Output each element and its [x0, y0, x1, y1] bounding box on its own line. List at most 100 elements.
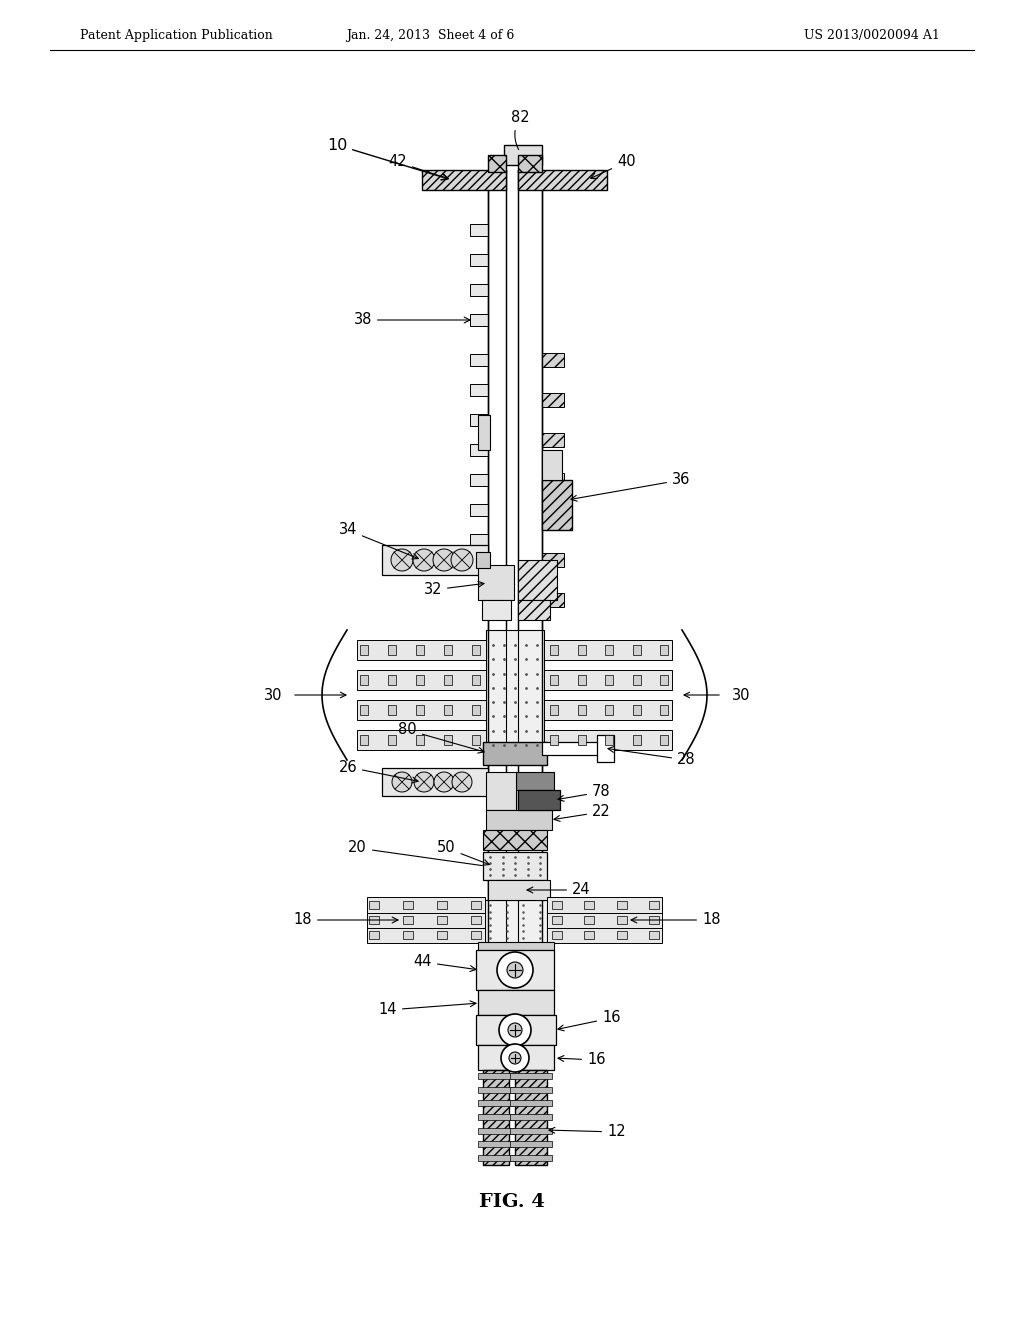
Bar: [544, 730, 672, 750]
Bar: [367, 898, 485, 913]
Bar: [357, 730, 486, 750]
Bar: [444, 735, 452, 744]
Bar: [605, 675, 613, 685]
Bar: [542, 393, 564, 407]
Bar: [444, 675, 452, 685]
Circle shape: [497, 952, 534, 987]
Bar: [552, 902, 562, 909]
Bar: [470, 384, 488, 396]
Bar: [550, 735, 558, 744]
Text: 36: 36: [571, 473, 690, 502]
Bar: [605, 735, 613, 744]
Circle shape: [501, 1044, 529, 1072]
Bar: [510, 1127, 552, 1134]
Bar: [544, 700, 672, 719]
Bar: [542, 352, 564, 367]
Bar: [542, 450, 562, 480]
Bar: [515, 1071, 547, 1166]
Bar: [518, 154, 542, 172]
Bar: [416, 675, 424, 685]
Bar: [437, 931, 447, 939]
Bar: [367, 912, 485, 928]
Text: 14: 14: [379, 1001, 476, 1018]
Text: Jan. 24, 2013  Sheet 4 of 6: Jan. 24, 2013 Sheet 4 of 6: [346, 29, 514, 41]
Bar: [518, 789, 560, 810]
Text: 28: 28: [608, 747, 695, 767]
Bar: [403, 902, 413, 909]
Bar: [367, 927, 485, 942]
Bar: [542, 473, 564, 487]
Bar: [478, 565, 514, 601]
Circle shape: [413, 549, 435, 572]
Bar: [471, 916, 481, 924]
Bar: [585, 916, 594, 924]
Bar: [547, 912, 662, 928]
Bar: [360, 705, 368, 715]
Bar: [422, 170, 506, 190]
Bar: [478, 990, 554, 1015]
Bar: [518, 601, 550, 620]
Bar: [357, 640, 486, 660]
Bar: [649, 931, 659, 939]
Bar: [471, 931, 481, 939]
Bar: [486, 630, 544, 760]
Bar: [518, 170, 607, 190]
Bar: [510, 1086, 552, 1093]
Bar: [486, 772, 516, 810]
Bar: [552, 916, 562, 924]
Text: 12: 12: [549, 1125, 626, 1139]
Bar: [476, 950, 554, 990]
Bar: [616, 916, 627, 924]
Bar: [660, 735, 668, 744]
Bar: [633, 705, 640, 715]
Bar: [518, 170, 542, 1071]
Bar: [578, 705, 586, 715]
Bar: [660, 675, 668, 685]
Circle shape: [392, 772, 412, 792]
Bar: [444, 705, 452, 715]
Bar: [478, 1045, 554, 1071]
Bar: [470, 224, 488, 236]
Text: 42: 42: [388, 154, 449, 180]
Bar: [472, 645, 480, 655]
Bar: [403, 931, 413, 939]
Bar: [660, 645, 668, 655]
Bar: [478, 1101, 514, 1106]
Text: 40: 40: [591, 154, 636, 178]
Bar: [542, 553, 564, 568]
Bar: [633, 675, 640, 685]
Bar: [416, 735, 424, 744]
Bar: [472, 705, 480, 715]
Bar: [510, 1114, 552, 1119]
Bar: [510, 1155, 552, 1162]
Bar: [470, 535, 488, 546]
Bar: [478, 1127, 514, 1134]
Bar: [633, 645, 640, 655]
Text: FIG. 4: FIG. 4: [479, 1193, 545, 1210]
Text: 44: 44: [414, 954, 476, 972]
Circle shape: [509, 1052, 521, 1064]
Circle shape: [452, 772, 472, 792]
Bar: [360, 675, 368, 685]
Bar: [470, 354, 488, 366]
Bar: [478, 1073, 514, 1078]
Bar: [470, 504, 488, 516]
Circle shape: [508, 1023, 522, 1038]
Bar: [470, 314, 488, 326]
Bar: [597, 735, 614, 762]
Bar: [470, 253, 488, 267]
Bar: [416, 645, 424, 655]
Bar: [542, 513, 564, 527]
Bar: [542, 433, 564, 447]
Text: 20: 20: [348, 841, 482, 866]
Bar: [578, 735, 586, 744]
Bar: [482, 601, 511, 620]
Bar: [544, 640, 672, 660]
Bar: [649, 916, 659, 924]
Text: 32: 32: [424, 581, 484, 598]
Circle shape: [507, 962, 523, 978]
Bar: [388, 705, 396, 715]
Bar: [510, 1073, 552, 1078]
Bar: [471, 902, 481, 909]
Bar: [605, 645, 613, 655]
